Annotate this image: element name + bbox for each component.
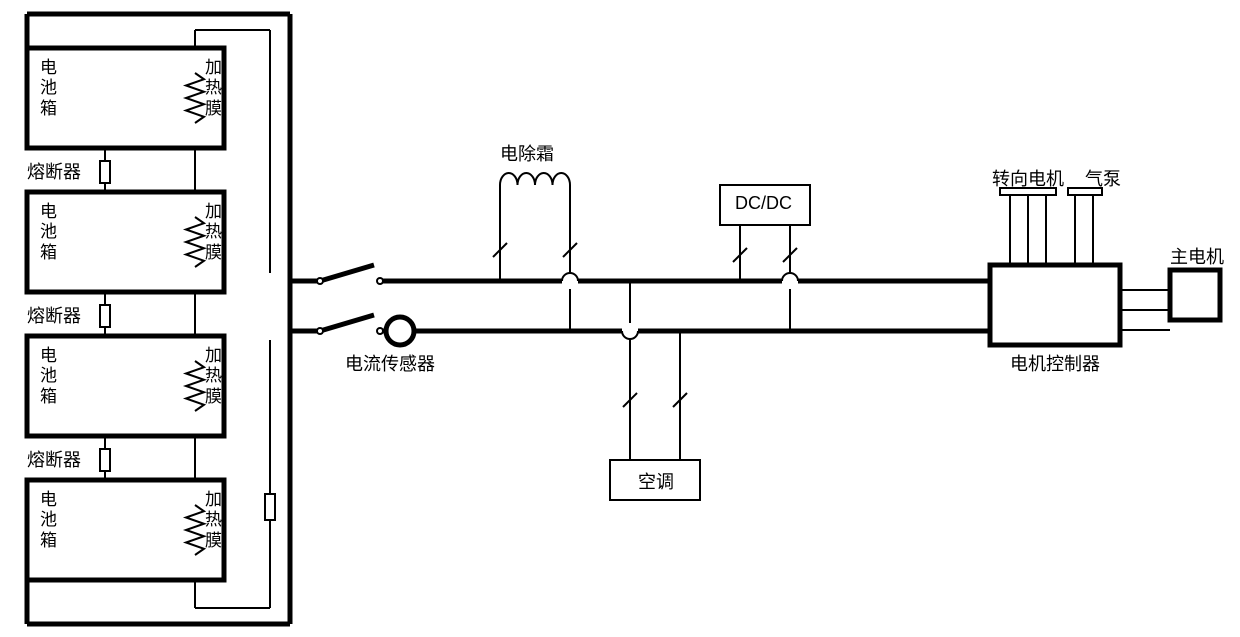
defrost-label: 电除霜 [500,140,554,166]
controller-label: 电机控制器 [1010,350,1100,376]
heating-film-label-3: 加 热 膜 [205,346,222,407]
heating-film-label-4: 加 热 膜 [205,490,222,551]
fuse-label-2: 熔断器 [27,302,81,328]
main-motor-label: 主电机 [1170,243,1224,269]
steering-label: 转向电机 [992,165,1064,191]
heating-film-label-1: 加 热 膜 [205,58,222,119]
fuse-label-1: 熔断器 [27,158,81,184]
heating-film-label-2: 加 热 膜 [205,202,222,263]
battery-box-label-4: 电 池 箱 [40,490,57,551]
fuse-label-3: 熔断器 [27,446,81,472]
pump-label: 气泵 [1085,165,1121,191]
battery-box-label-3: 电 池 箱 [40,346,57,407]
sensor-label: 电流传感器 [345,350,435,376]
dcdc-label: DC/DC [735,193,792,214]
ac-label: 空调 [638,468,674,494]
battery-box-label-1: 电 池 箱 [40,58,57,119]
battery-box-label-2: 电 池 箱 [40,202,57,263]
circuit-diagram [0,0,1240,637]
